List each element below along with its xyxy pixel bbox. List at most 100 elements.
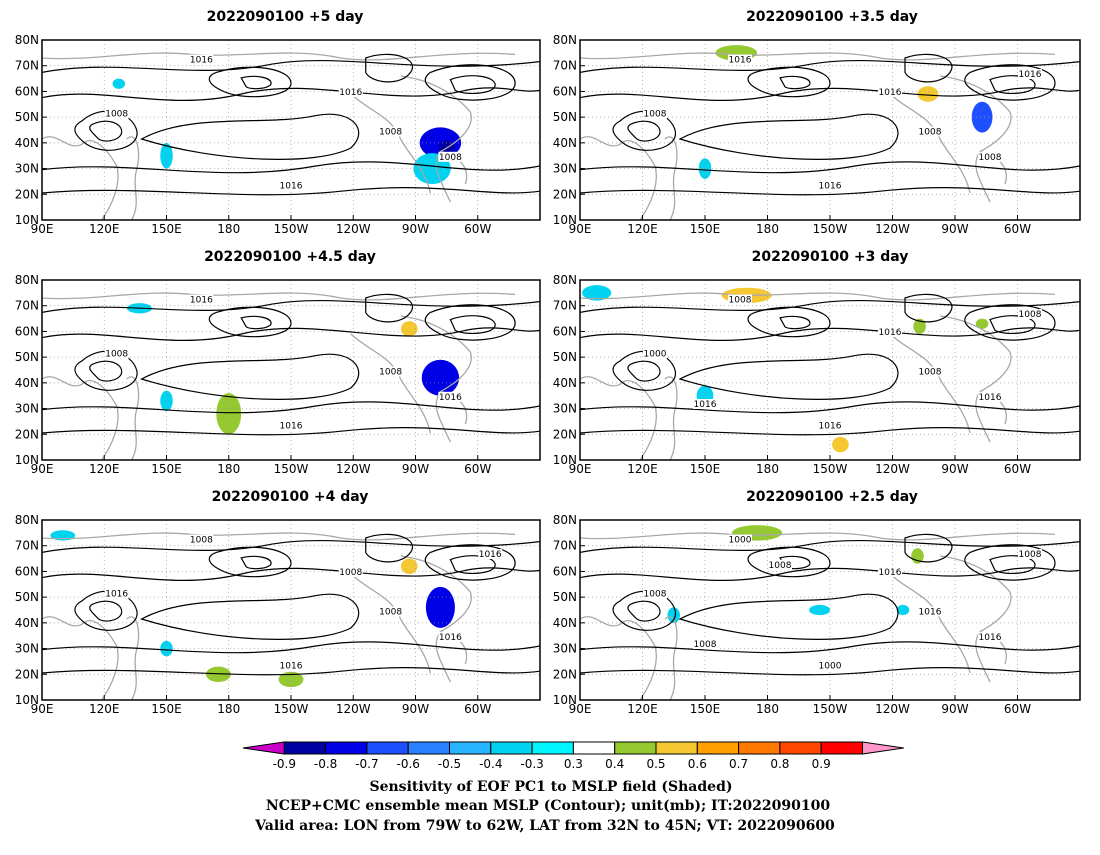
colorbar-tick-label: 0.7 [729,757,748,771]
lat-tick-label: 60N [15,564,39,578]
coastline [889,333,971,434]
coastline [939,75,1012,203]
contour-label: 1000 [729,536,752,546]
colorbar-swatch [572,741,616,755]
contour-label-bg [438,391,463,402]
lat-tick-label: 50N [15,110,39,124]
isobar-contour [989,75,1036,95]
lon-tick-label: 150W [813,222,848,236]
coastline [350,333,432,434]
colorbar-tick-label: -0.8 [314,757,337,771]
lon-tick-label: 180 [217,462,240,476]
isobar-contour [580,327,1080,342]
colorbar-tick-label: -0.5 [438,757,461,771]
sensitivity-shade [832,436,849,453]
coastline [664,616,678,700]
lon-tick-label: 150E [151,222,182,236]
lon-tick-label: 120W [875,462,910,476]
isobar-contour [42,187,540,196]
sensitivity-shade [400,321,418,337]
isobar-contour [365,533,414,563]
coastline [400,75,472,203]
panel-title-1: 2022090100 +5 day [207,9,364,25]
contour-label: 1008 [979,153,1002,163]
contour-label-bg [189,534,214,545]
isobar-contour [989,315,1036,335]
contour-label-bg [918,606,942,617]
contour-label: 1008 [729,296,752,306]
isobar-contour [779,315,811,330]
coastline [889,93,971,194]
isobar-contour [365,53,414,83]
coastline [664,376,678,460]
lat-tick-label: 80N [15,273,39,287]
contour-label-bg [693,399,717,409]
isobar-contour [678,113,899,160]
isobar-contour [580,567,1080,582]
colorbar-swatch [738,741,781,755]
caption-line-1: Sensitivity of EOF PC1 to MSLP field (Sh… [369,779,732,795]
lat-tick-label: 70N [15,539,39,553]
contour-label: 1000 [644,350,667,360]
isobar-contour [140,353,360,400]
contour-label: 1008 [694,640,717,650]
lat-tick-label: 20N [15,667,39,681]
panel-title-6: 2022090100 +2.5 day [746,489,918,505]
isobar-contour [240,555,272,570]
lon-tick-label: 120W [875,222,910,236]
isobar-contour [627,360,661,382]
contour-label: 1016 [729,56,752,66]
lon-tick-label: 150W [274,702,309,716]
lon-tick-label: 120W [336,702,371,716]
isobar-contour [42,401,540,414]
lat-tick-label: 10N [553,213,577,227]
lat-tick-label: 50N [553,350,577,364]
coastline [350,93,432,194]
isobar-contour [580,87,1080,102]
sensitivity-shade [278,671,304,688]
colorbar-swatch [283,741,327,755]
contour-label-bg [378,366,403,377]
isobar-contour [904,53,953,83]
lon-tick-label: 120E [627,702,658,716]
lat-tick-label: 10N [553,693,577,707]
isobar-contour [779,75,811,90]
isobar-contour [580,299,1080,313]
contour-label: 1008 [339,568,362,578]
contour-label-bg [279,660,303,671]
coastline [42,52,516,61]
colorbar-swatch [614,741,657,755]
lon-tick-label: 150W [274,462,309,476]
lat-tick-label: 30N [15,402,39,416]
colorbar-swatch [449,741,492,755]
sensitivity-shade [400,558,418,574]
contour-label-bg [978,151,1002,162]
contour-label-bg [338,567,363,577]
colorbar-tick-label: 0.4 [605,757,624,771]
contour-label: 1016 [280,422,303,432]
lon-tick-label: 120E [627,222,658,236]
isobar-contour [747,306,831,338]
contour-label: 1008 [105,110,128,120]
contour-label-bg [1018,69,1042,79]
contour-label: 1016 [1019,70,1042,80]
lon-tick-label: 180 [756,462,779,476]
contour-label: 1016 [479,550,502,560]
isobar-contour [747,66,831,98]
contour-label-bg [643,108,667,119]
contour-label: 1016 [819,182,842,192]
sensitivity-shade [809,604,830,616]
isobar-contour [964,64,1056,101]
lat-tick-label: 10N [15,213,39,227]
sensitivity-shade [802,199,816,215]
isobar-contour [964,544,1056,581]
lon-tick-label: 180 [217,222,240,236]
contour-label: 1008 [379,608,402,618]
lon-tick-label: 90E [31,222,54,236]
colorbar-tick-label: -0.4 [479,757,502,771]
lat-tick-label: 80N [15,33,39,47]
contour-label: 1016 [979,633,1002,643]
coastline [42,532,516,541]
isobar-contour [580,667,1080,676]
